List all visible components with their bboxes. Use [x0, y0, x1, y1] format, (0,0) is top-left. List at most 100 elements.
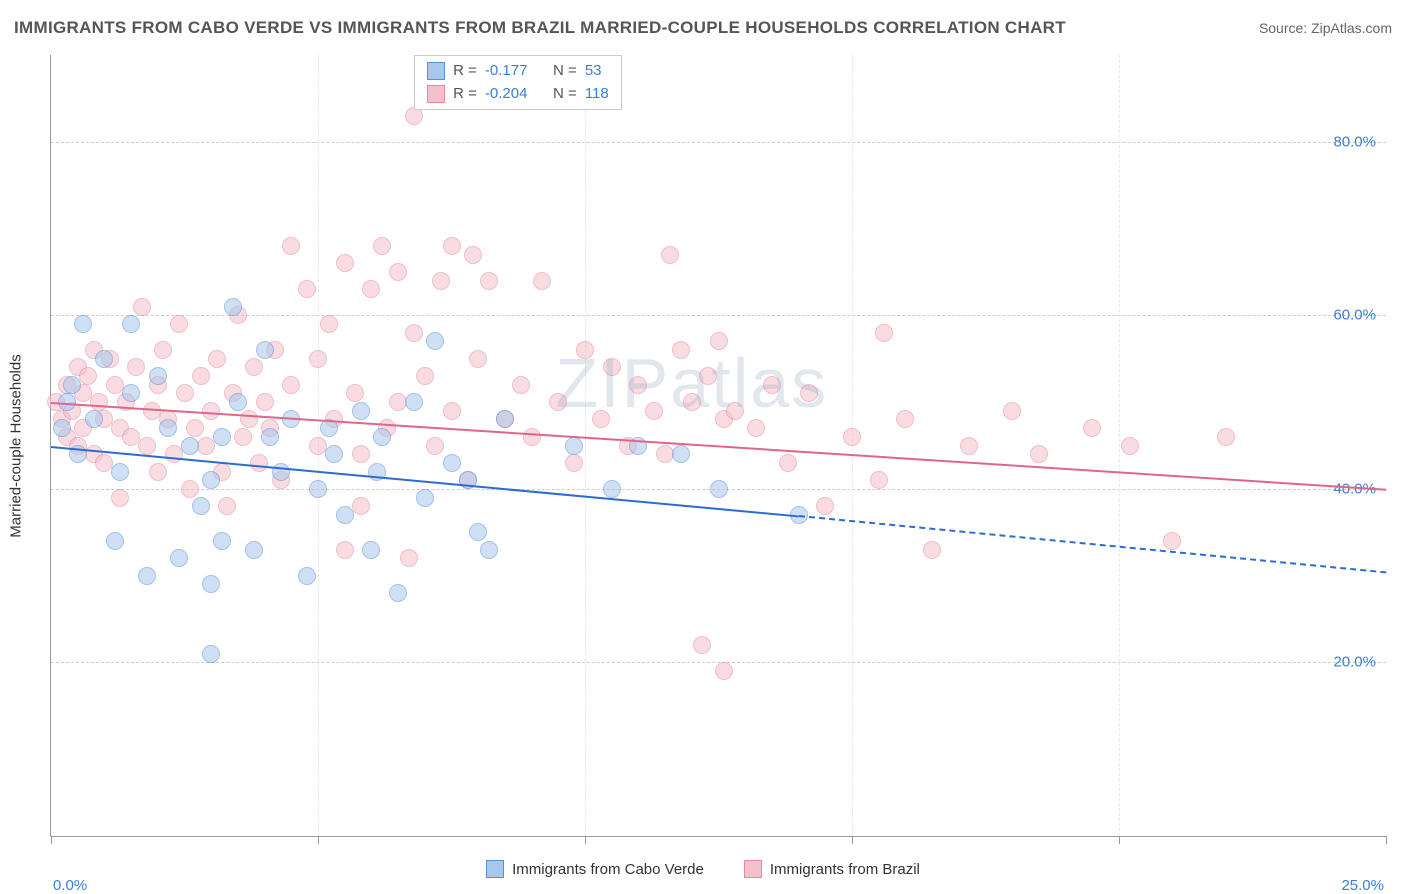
data-point: [352, 402, 370, 420]
data-point: [896, 410, 914, 428]
data-point: [176, 384, 194, 402]
data-point: [603, 480, 621, 498]
data-point: [272, 463, 290, 481]
y-axis-label: Married-couple Households: [8, 354, 25, 537]
chart-title: IMMIGRANTS FROM CABO VERDE VS IMMIGRANTS…: [14, 18, 1066, 38]
legend-stats: R =-0.177 N =53R =-0.204 N =118: [414, 55, 622, 110]
data-point: [603, 358, 621, 376]
data-point: [213, 428, 231, 446]
data-point: [469, 350, 487, 368]
data-point: [192, 367, 210, 385]
data-point: [693, 636, 711, 654]
data-point: [779, 454, 797, 472]
data-point: [763, 376, 781, 394]
data-point: [362, 280, 380, 298]
data-point: [95, 350, 113, 368]
data-point: [111, 489, 129, 507]
swatch-cabo-verde: [486, 860, 504, 878]
data-point: [565, 437, 583, 455]
data-point: [138, 567, 156, 585]
data-point: [565, 454, 583, 472]
data-point: [1121, 437, 1139, 455]
data-point: [336, 541, 354, 559]
data-point: [122, 315, 140, 333]
data-point: [645, 402, 663, 420]
data-point: [426, 437, 444, 455]
r-label: R =: [453, 60, 477, 83]
data-point: [362, 541, 380, 559]
chart-header: IMMIGRANTS FROM CABO VERDE VS IMMIGRANTS…: [14, 18, 1392, 38]
data-point: [416, 367, 434, 385]
data-point: [106, 532, 124, 550]
x-tick-label: 0.0%: [53, 877, 87, 894]
data-point: [138, 437, 156, 455]
stats-swatch: [427, 62, 445, 80]
data-point: [512, 376, 530, 394]
data-point: [1030, 445, 1048, 463]
gridline-h: [51, 142, 1386, 143]
gridline-h: [51, 315, 1386, 316]
data-point: [224, 298, 242, 316]
data-point: [250, 454, 268, 472]
plot-area: ZIPatlas 20.0%40.0%60.0%80.0%0.0%25.0%R …: [50, 55, 1386, 837]
data-point: [710, 332, 728, 350]
data-point: [870, 471, 888, 489]
data-point: [496, 410, 514, 428]
data-point: [699, 367, 717, 385]
x-tick-mark: [51, 836, 52, 844]
data-point: [202, 575, 220, 593]
data-point: [336, 506, 354, 524]
data-point: [111, 463, 129, 481]
data-point: [1217, 428, 1235, 446]
data-point: [53, 419, 71, 437]
data-point: [240, 410, 258, 428]
data-point: [298, 280, 316, 298]
trend-line-extrapolated: [798, 515, 1386, 573]
y-tick-label: 60.0%: [1333, 307, 1376, 324]
data-point: [298, 567, 316, 585]
data-point: [213, 532, 231, 550]
data-point: [405, 324, 423, 342]
data-point: [443, 402, 461, 420]
data-point: [672, 341, 690, 359]
data-point: [416, 489, 434, 507]
data-point: [592, 410, 610, 428]
data-point: [523, 428, 541, 446]
x-tick-mark: [585, 836, 586, 844]
data-point: [800, 384, 818, 402]
data-point: [202, 471, 220, 489]
data-point: [170, 315, 188, 333]
data-point: [165, 445, 183, 463]
data-point: [197, 437, 215, 455]
legend-stats-row: R =-0.177 N =53: [427, 60, 609, 83]
data-point: [320, 315, 338, 333]
data-point: [1003, 402, 1021, 420]
data-point: [683, 393, 701, 411]
data-point: [181, 437, 199, 455]
data-point: [218, 497, 236, 515]
data-point: [1163, 532, 1181, 550]
data-point: [373, 428, 391, 446]
data-point: [261, 428, 279, 446]
data-point: [245, 541, 263, 559]
data-point: [672, 445, 690, 463]
data-point: [202, 402, 220, 420]
data-point: [426, 332, 444, 350]
data-point: [843, 428, 861, 446]
data-point: [373, 237, 391, 255]
data-point: [480, 272, 498, 290]
data-point: [469, 523, 487, 541]
data-point: [256, 341, 274, 359]
data-point: [576, 341, 594, 359]
legend-bottom: Immigrants from Cabo Verde Immigrants fr…: [0, 860, 1406, 878]
r-value: -0.177: [485, 60, 541, 83]
data-point: [234, 428, 252, 446]
data-point: [464, 246, 482, 264]
r-label: R =: [453, 83, 477, 106]
data-point: [202, 645, 220, 663]
x-tick-mark: [852, 836, 853, 844]
data-point: [74, 315, 92, 333]
legend-label: Immigrants from Cabo Verde: [512, 861, 704, 878]
data-point: [245, 358, 263, 376]
n-label: N =: [549, 60, 577, 83]
